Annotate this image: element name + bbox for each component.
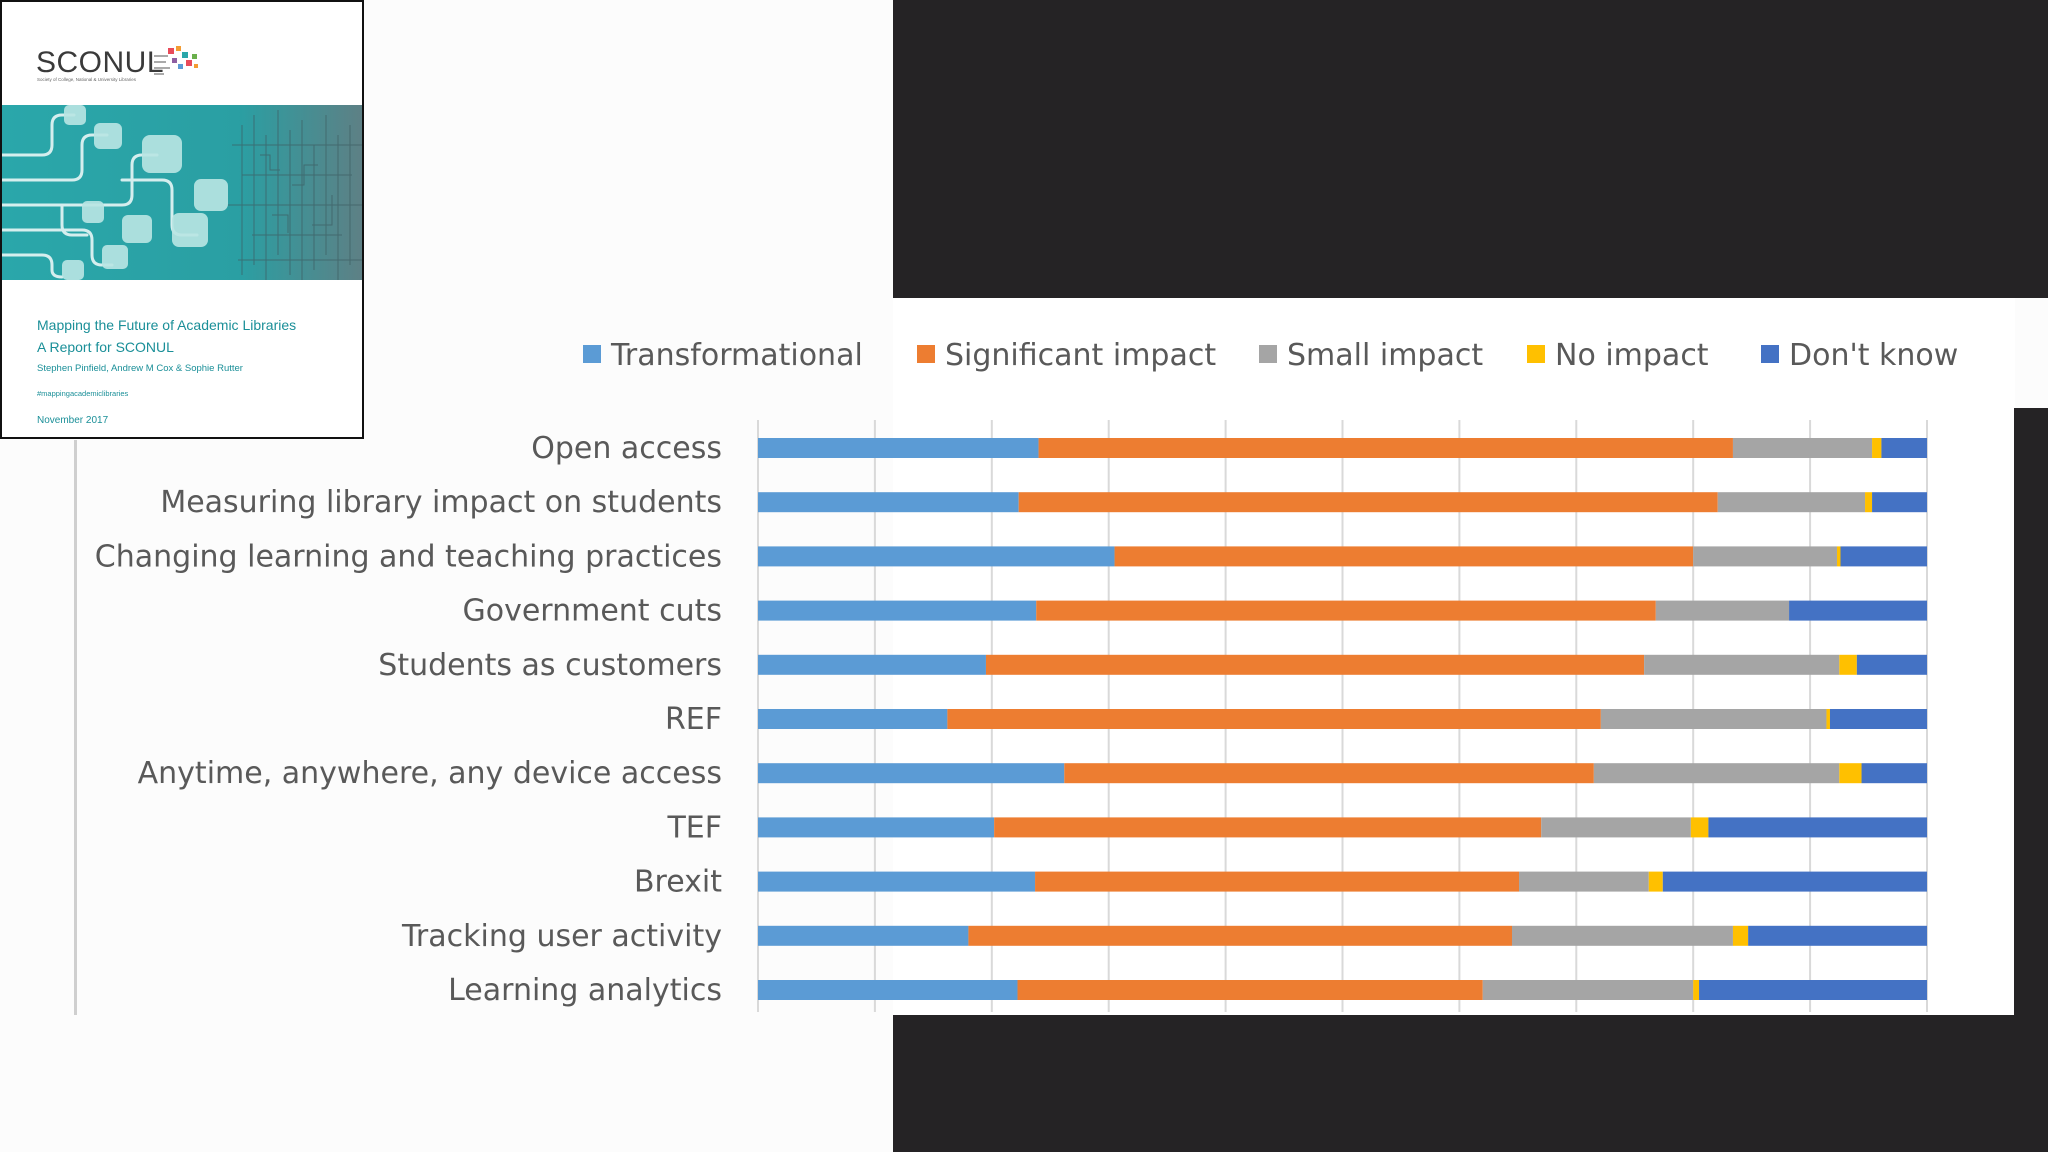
bar-segment — [1693, 546, 1837, 567]
bar-segment — [1826, 709, 1830, 729]
category-label: Government cuts — [462, 594, 722, 629]
sconul-logo-mark-icon — [154, 46, 198, 75]
bar-segment — [1593, 763, 1840, 784]
bar-segment — [1693, 980, 1700, 1000]
bar-segment — [758, 654, 986, 675]
bar-segment — [1512, 925, 1733, 946]
bar-segment — [1872, 492, 1927, 513]
bar-segment — [1655, 600, 1790, 621]
bar-segment — [1881, 438, 1927, 458]
bar-segment — [1708, 817, 1927, 838]
bar-segment — [758, 438, 1039, 458]
report-title: Mapping the Future of Academic Libraries… — [37, 314, 296, 358]
bar-segment — [947, 709, 1601, 729]
category-label: Measuring library impact on students — [160, 485, 722, 520]
sconul-logo-text: SCONUL — [36, 46, 165, 79]
bar-segment — [994, 817, 1542, 838]
category-label: REF — [665, 702, 722, 737]
report-date: November 2017 — [37, 415, 109, 426]
bar-segment — [1789, 600, 1927, 621]
report-title-line2: A Report for SCONUL — [37, 339, 174, 355]
dark-background-bottom — [893, 1015, 2048, 1152]
chart-left-rule — [74, 440, 77, 1015]
bar-segment — [1839, 654, 1857, 675]
bar-segment — [1829, 709, 1927, 729]
bar-segment — [758, 925, 969, 946]
bar-segment — [1699, 980, 1927, 1000]
legend-label: Don't know — [1789, 338, 1958, 373]
report-authors: Stephen Pinfield, Andrew M Cox & Sophie … — [37, 363, 243, 374]
bar-segment — [1856, 654, 1927, 675]
bar-segment — [758, 763, 1065, 784]
bar-segment — [1732, 438, 1873, 458]
bar-segment — [758, 492, 1019, 513]
bar-segment — [1519, 871, 1649, 892]
bar-segment — [1662, 871, 1927, 892]
sconul-logo-subtitle: Society of College, National & Universit… — [37, 77, 137, 82]
bar-segment — [1114, 546, 1694, 567]
legend-swatch — [1259, 345, 1277, 363]
category-label: Students as customers — [378, 648, 722, 683]
legend-swatch — [1527, 345, 1545, 363]
legend-label: Transformational — [610, 338, 863, 373]
category-label: Tracking user activity — [401, 919, 722, 954]
legend-label: Small impact — [1287, 338, 1483, 373]
dark-background-top — [893, 0, 2048, 298]
category-label: Open access — [531, 431, 722, 466]
bar-segment — [1038, 438, 1733, 458]
category-label: Changing learning and teaching practices — [95, 539, 722, 574]
legend-label: No impact — [1555, 338, 1709, 373]
category-label: Anytime, anywhere, any device access — [138, 756, 722, 791]
bar-segment — [758, 709, 948, 729]
category-label: TEF — [666, 810, 722, 845]
legend-label: Significant impact — [945, 338, 1216, 373]
bar-segment — [1836, 546, 1841, 567]
bar-segment — [1690, 817, 1709, 838]
bar-segment — [1717, 492, 1866, 513]
category-label: Learning analytics — [448, 973, 722, 1008]
bar-segment — [1644, 654, 1840, 675]
bar-segment — [1648, 871, 1663, 892]
legend-swatch — [917, 345, 935, 363]
bar-segment — [758, 600, 1037, 621]
bar-segment — [1748, 925, 1927, 946]
bar-segment — [1017, 980, 1483, 1000]
bar-segment — [1018, 492, 1718, 513]
bar-segment — [758, 871, 1036, 892]
dark-background-right — [2014, 408, 2048, 1015]
bar-segment — [758, 546, 1115, 567]
bar-segment — [1036, 600, 1656, 621]
report-cover: SCONUL Society of College, National & Un… — [0, 0, 364, 439]
legend-swatch — [583, 345, 601, 363]
bar-segment — [985, 654, 1645, 675]
bar-segment — [1839, 763, 1862, 784]
bar-segment — [1865, 492, 1873, 513]
bar-segment — [1064, 763, 1594, 784]
bar-segment — [1600, 709, 1827, 729]
bar-segment — [1840, 546, 1927, 567]
legend-swatch — [1761, 345, 1779, 363]
cover-circuit-band — [2, 105, 362, 280]
bar-segment — [1541, 817, 1691, 838]
bar-segment — [1482, 980, 1694, 1000]
bar-segment — [758, 980, 1018, 1000]
bar-segment — [1872, 438, 1882, 458]
bar-segment — [758, 817, 995, 838]
report-title-line1: Mapping the Future of Academic Libraries — [37, 317, 297, 333]
bar-segment — [968, 925, 1513, 946]
report-hashtag: #mappingacademiclibraries — [37, 389, 129, 398]
bar-segment — [1035, 871, 1520, 892]
bar-segment — [1732, 925, 1749, 946]
bar-segment — [1861, 763, 1927, 784]
category-label: Brexit — [634, 865, 722, 900]
